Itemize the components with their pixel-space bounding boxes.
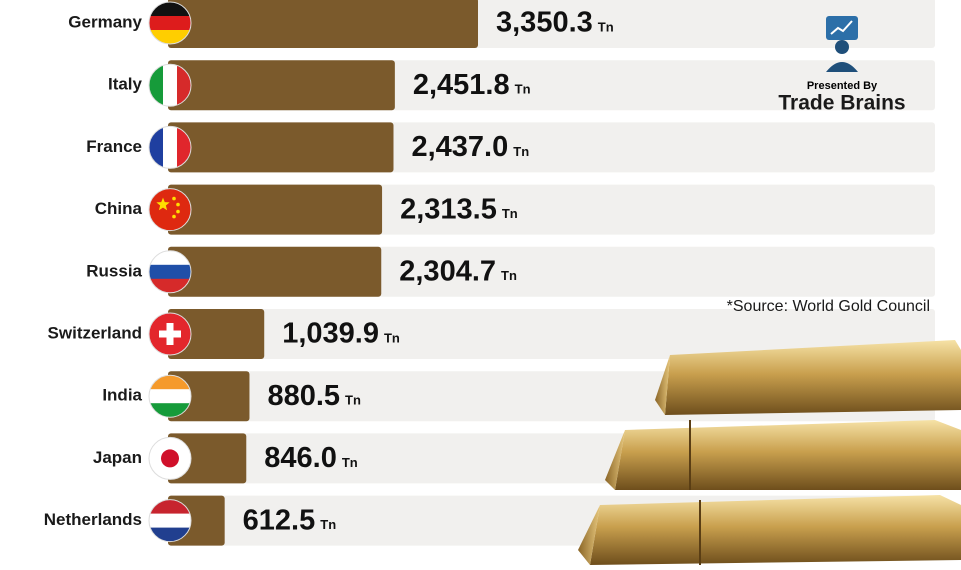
flag-stripe (149, 250, 191, 266)
flag-rim (148, 312, 192, 356)
value-label: 880.5 (267, 380, 340, 412)
bar (168, 184, 383, 235)
flag-star (176, 209, 180, 214)
category-label: Italy (108, 75, 143, 94)
flag-stripe (149, 513, 191, 529)
flag-field (149, 188, 191, 231)
unit-label: Tn (513, 144, 529, 159)
category-label: France (86, 137, 142, 156)
flag-rim (148, 499, 192, 543)
flag-rim (148, 125, 192, 169)
presenter: Trade Brains (778, 92, 905, 115)
flag-stripe (149, 499, 191, 515)
presenter-label: Presented By (807, 80, 878, 92)
flag-stripe (149, 389, 191, 404)
bar (168, 371, 250, 422)
flag-stripe (149, 264, 191, 280)
flag-rim (148, 250, 192, 294)
unit-label: Tn (502, 206, 518, 221)
bar (168, 246, 382, 297)
flag-stripe (149, 64, 164, 107)
flag-stripe (177, 64, 191, 107)
bar (168, 122, 394, 173)
flag-rim (148, 63, 192, 107)
flag-stripe (177, 126, 191, 169)
flag-stripe (163, 126, 178, 169)
flag-rim (148, 188, 192, 232)
flag-rim (148, 374, 192, 418)
unit-label: Tn (384, 330, 400, 345)
category-label: Netherlands (44, 510, 142, 529)
flag (149, 126, 191, 169)
flag-disc (161, 449, 179, 468)
value-label: 1,039.9 (282, 318, 379, 350)
bar (168, 309, 265, 359)
flag-stripe (149, 278, 191, 293)
flag-star (176, 202, 180, 207)
bar (168, 433, 247, 484)
flag-stripe (149, 403, 191, 418)
flag-star (172, 196, 176, 201)
flag-stripe (149, 375, 191, 390)
flag-rim (148, 1, 192, 45)
category-label: Russia (86, 261, 142, 280)
flag-star (156, 197, 170, 211)
flag-star (172, 214, 176, 219)
bar (168, 60, 395, 111)
flag-cross (159, 330, 181, 338)
unit-label: Tn (345, 393, 361, 408)
flag (149, 499, 191, 542)
bar (168, 0, 478, 48)
flag-rim (148, 436, 192, 480)
unit-label: Tn (515, 82, 531, 97)
flag (149, 313, 191, 355)
flag-stripe (149, 16, 191, 31)
flag-stripe (149, 2, 191, 17)
flag-stripe (149, 30, 191, 44)
flag (149, 375, 191, 418)
value-label: 2,304.7 (399, 255, 496, 287)
flag-stripe (163, 64, 178, 107)
unit-label: Tn (342, 455, 358, 470)
row-band (168, 309, 935, 359)
flag (149, 250, 191, 293)
unit-label: Tn (501, 268, 517, 283)
category-label: Japan (93, 448, 142, 467)
flag (149, 437, 191, 480)
flag-stripe (149, 126, 164, 169)
category-label: Switzerland (48, 323, 142, 342)
value-label: 612.5 (243, 504, 316, 536)
unit-label: Tn (598, 19, 614, 34)
source: *Source: World Gold Council (727, 298, 930, 315)
value-label: 846.0 (264, 442, 337, 474)
value-label: 2,437.0 (411, 131, 508, 163)
value-label: 2,313.5 (400, 193, 497, 225)
value-label: 3,350.3 (496, 7, 593, 39)
flag-stripe (149, 527, 191, 542)
category-label: India (102, 386, 142, 405)
unit-label: Tn (320, 517, 336, 532)
category-label: Germany (68, 12, 142, 31)
flag (149, 64, 191, 107)
value-label: 2,451.8 (413, 69, 510, 101)
flag (149, 2, 191, 44)
gold-bars-illustration (578, 340, 961, 565)
category-label: China (95, 199, 143, 218)
logo (826, 16, 858, 72)
flag (149, 188, 191, 231)
